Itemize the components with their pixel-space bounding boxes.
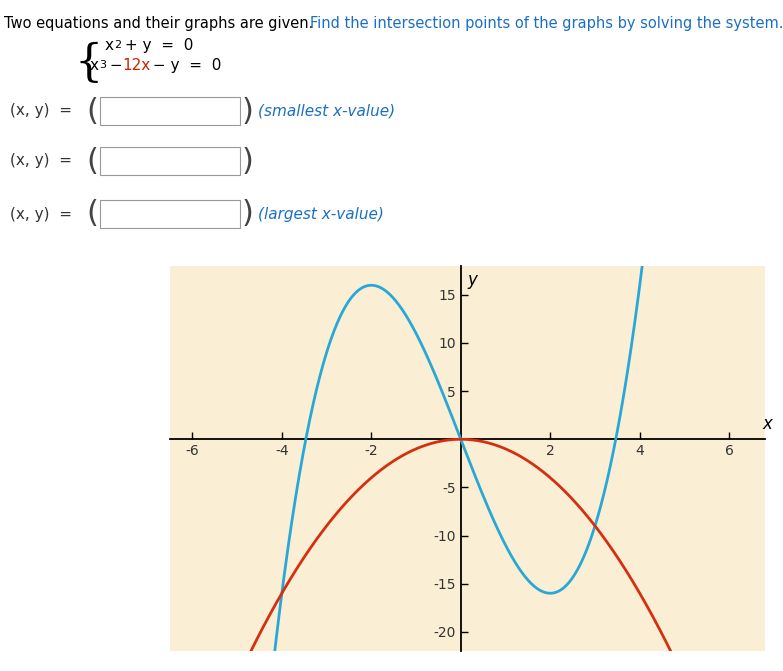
Text: − y  =  0: − y = 0 [148,58,222,73]
Text: x: x [105,38,114,53]
Text: ): ) [242,97,254,125]
Text: (: ( [86,199,98,229]
Text: y: y [467,271,478,289]
Text: 12x: 12x [122,58,150,73]
Text: (smallest x-value): (smallest x-value) [258,103,395,119]
FancyBboxPatch shape [100,200,240,228]
Text: 3: 3 [99,60,106,70]
Text: ): ) [242,199,254,229]
Text: Find the intersection points of the graphs by solving the system.: Find the intersection points of the grap… [310,16,783,31]
Text: {: { [75,42,103,85]
Text: (x, y)  =: (x, y) = [10,154,77,168]
Text: (x, y)  =: (x, y) = [10,207,77,221]
Text: x: x [90,58,99,73]
Text: x: x [763,415,773,433]
Text: + y  =  0: + y = 0 [120,38,193,53]
FancyBboxPatch shape [100,147,240,175]
Text: ): ) [242,146,254,176]
Text: (: ( [86,97,98,125]
Text: 2: 2 [114,40,121,50]
FancyBboxPatch shape [100,97,240,125]
Text: Two equations and their graphs are given.: Two equations and their graphs are given… [4,16,318,31]
Text: (: ( [86,146,98,176]
Text: (largest x-value): (largest x-value) [258,207,384,221]
Text: (x, y)  =: (x, y) = [10,103,77,119]
Text: −: − [105,58,128,73]
